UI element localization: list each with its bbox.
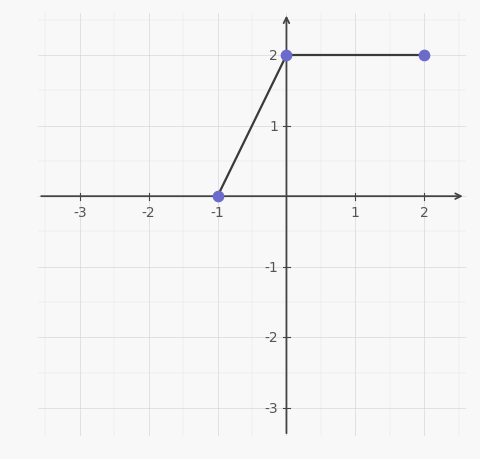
- Text: -2: -2: [264, 330, 278, 345]
- Text: -2: -2: [142, 205, 156, 219]
- Point: [420, 52, 428, 60]
- Text: -1: -1: [264, 260, 278, 274]
- Text: -1: -1: [211, 205, 225, 219]
- Text: 2: 2: [269, 49, 278, 63]
- Point: [283, 52, 290, 60]
- Point: [214, 193, 221, 201]
- Text: -3: -3: [73, 205, 86, 219]
- Text: 1: 1: [351, 205, 360, 219]
- Text: 1: 1: [269, 119, 278, 134]
- Text: -3: -3: [264, 401, 278, 415]
- Text: 2: 2: [420, 205, 429, 219]
